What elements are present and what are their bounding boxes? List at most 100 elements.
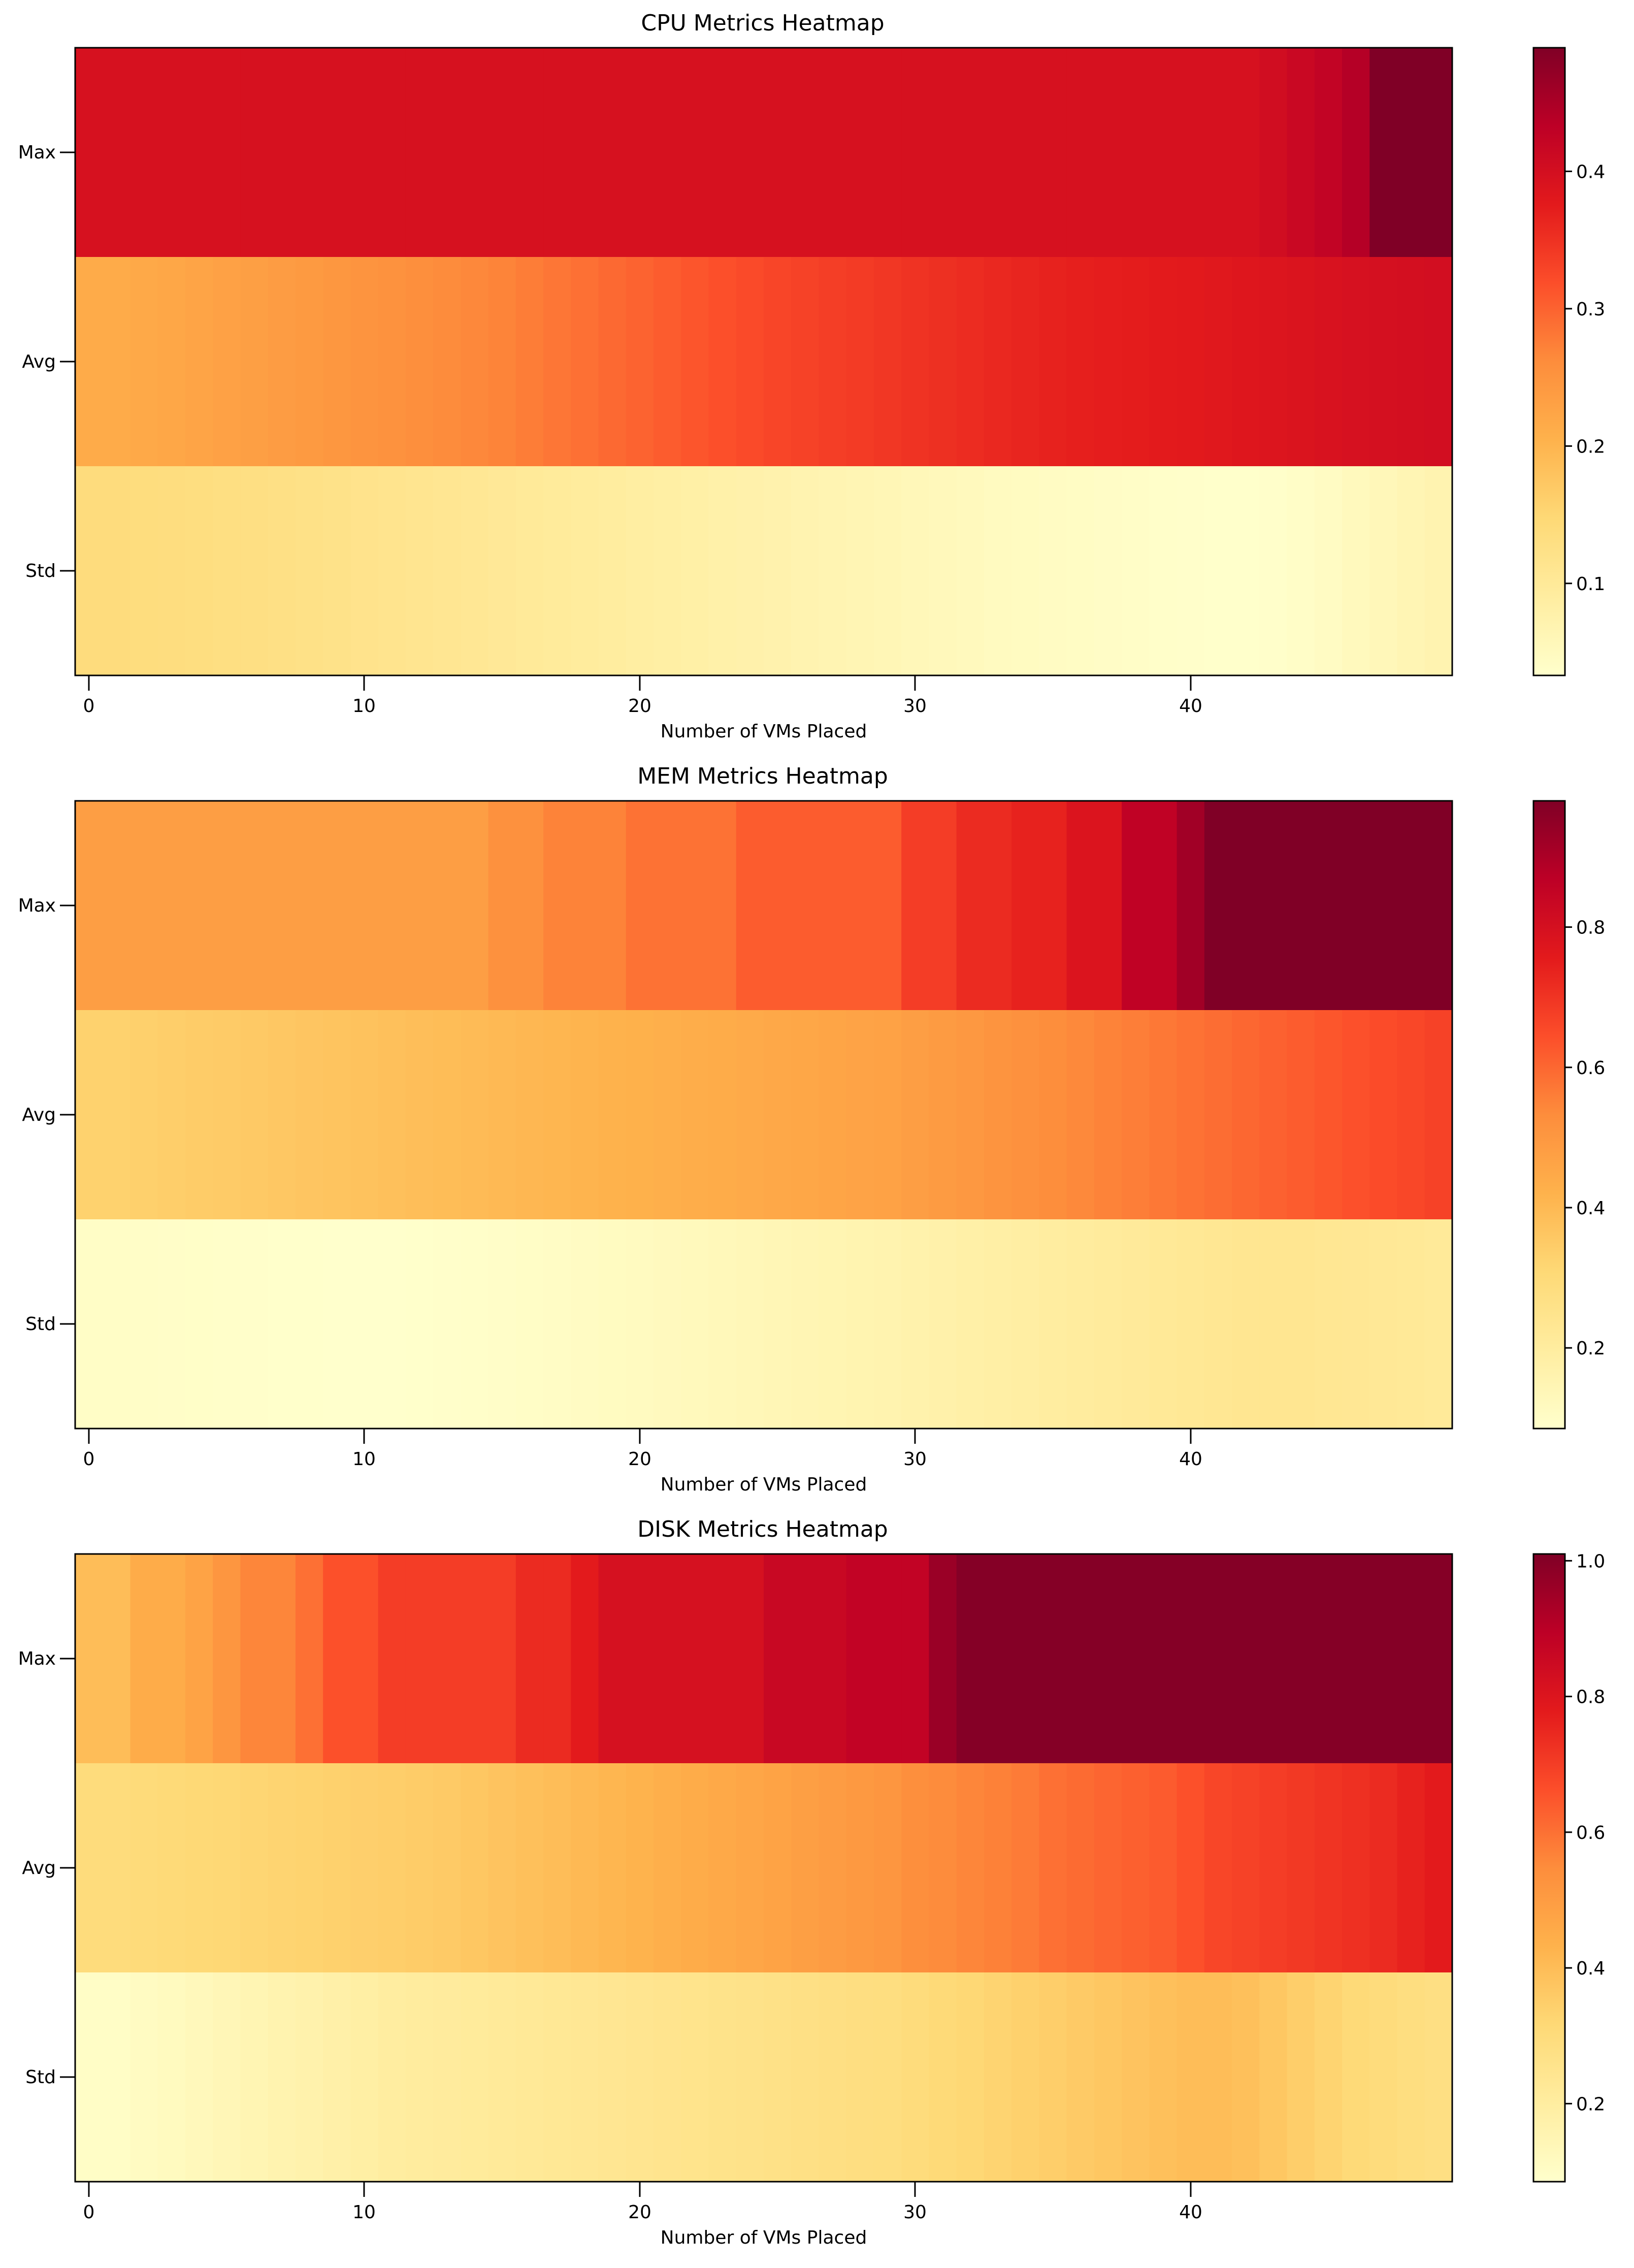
heatmap-cell-std-16	[515, 1972, 544, 2182]
heatmap-cell-max-0	[75, 801, 104, 1011]
heatmap-cell-max-49	[1424, 48, 1453, 257]
heatmap-cell-max-20	[626, 1554, 654, 1764]
heatmap-cell-max-18	[571, 1554, 599, 1764]
colorbar	[1532, 1553, 1566, 2183]
heatmap-cell-avg-41	[1204, 1010, 1232, 1220]
heatmap-cell-std-1	[103, 1219, 131, 1429]
heatmap-cell-avg-20	[626, 1763, 654, 1973]
heatmap-cell-std-24	[736, 1219, 764, 1429]
heatmap-cell-avg-48	[1397, 1763, 1425, 1973]
heatmap-cell-max-8	[295, 801, 323, 1011]
heatmap-cell-avg-21	[653, 257, 682, 467]
heatmap-cell-max-21	[653, 1554, 682, 1764]
heatmap-cell-std-43	[1259, 1972, 1288, 2182]
heatmap-cell-avg-22	[681, 1010, 709, 1220]
heatmap-cell-max-2	[130, 1554, 158, 1764]
heatmap-cell-max-32	[956, 48, 985, 257]
heatmap-cell-std-40	[1177, 1219, 1205, 1429]
heatmap-cell-avg-5	[213, 1010, 241, 1220]
heatmap-cell-std-32	[956, 1972, 985, 2182]
heatmap-cell-avg-47	[1369, 1010, 1398, 1220]
heatmap-cell-avg-1	[103, 257, 131, 467]
heatmap-cell-std-37	[1094, 1972, 1122, 2182]
heatmap-cell-std-35	[1039, 466, 1067, 676]
heatmap-cell-avg-30	[901, 1010, 930, 1220]
heatmap-cell-avg-30	[901, 1763, 930, 1973]
heatmap-cell-max-39	[1149, 1554, 1178, 1764]
heatmap-cell-avg-21	[653, 1010, 682, 1220]
heatmap-cell-std-27	[819, 1219, 847, 1429]
heatmap-cell-avg-41	[1204, 1763, 1232, 1973]
heatmap-cell-std-24	[736, 1972, 764, 2182]
heatmap-cell-avg-6	[240, 1010, 269, 1220]
heatmap-cell-max-46	[1342, 1554, 1370, 1764]
heatmap-cell-avg-16	[515, 1763, 544, 1973]
heatmap-cell-std-41	[1204, 1972, 1232, 2182]
heatmap-cell-avg-34	[1011, 1763, 1040, 1973]
row-label-max: Max	[18, 895, 56, 916]
heatmap-cell-std-21	[653, 466, 682, 676]
heatmap-cell-std-37	[1094, 466, 1122, 676]
heatmap-cell-avg-12	[405, 257, 434, 467]
heatmap-cell-std-6	[240, 466, 269, 676]
heatmap-cell-std-14	[461, 1219, 489, 1429]
heatmap-cell-std-24	[736, 466, 764, 676]
colorbar-tick-label: 1.0	[1576, 1551, 1605, 1572]
heatmap-cell-max-47	[1369, 1554, 1398, 1764]
heatmap-cell-avg-10	[350, 257, 379, 467]
svg-text:40: 40	[1179, 2202, 1202, 2223]
x-tick: 10	[352, 675, 376, 717]
heatmap-cell-std-2	[130, 1219, 158, 1429]
heatmap-cell-max-33	[984, 801, 1012, 1011]
heatmap-cell-avg-22	[681, 1763, 709, 1973]
colorbar-tick-label: 0.2	[1576, 436, 1605, 457]
heatmap-cell-max-19	[598, 48, 627, 257]
heatmap-cell-std-23	[708, 466, 737, 676]
heatmap-cell-avg-47	[1369, 1763, 1398, 1973]
heatmap-cell-avg-31	[929, 1763, 957, 1973]
heatmap-cell-avg-6	[240, 1763, 269, 1973]
heatmap-cell-max-11	[378, 1554, 406, 1764]
heatmap-cell-std-22	[681, 466, 709, 676]
heatmap-cell-max-10	[350, 801, 379, 1011]
heatmap-cell-max-22	[681, 1554, 709, 1764]
heatmap-cell-avg-29	[873, 1763, 902, 1973]
heatmap-cell-avg-23	[708, 257, 737, 467]
x-axis-label: Number of VMs Placed	[661, 2227, 867, 2248]
heatmap-cell-avg-2	[130, 257, 158, 467]
heatmap-cell-max-3	[157, 48, 186, 257]
heatmap-cell-avg-36	[1066, 257, 1095, 467]
heatmap-cell-std-11	[378, 1972, 406, 2182]
heatmap-cell-std-39	[1149, 466, 1178, 676]
heatmap-cell-avg-16	[515, 1010, 544, 1220]
heatmap-cell-avg-12	[405, 1763, 434, 1973]
heatmap-cell-std-7	[268, 1972, 296, 2182]
heatmap-cell-max-2	[130, 48, 158, 257]
colorbar-tick-label: 0.1	[1576, 574, 1605, 595]
heatmap-cell-avg-18	[571, 257, 599, 467]
heatmap-cell-max-19	[598, 1554, 627, 1764]
heatmap-cell-std-14	[461, 466, 489, 676]
heatmap-cell-avg-44	[1287, 1763, 1315, 1973]
colorbar	[1532, 47, 1566, 676]
heatmap-cell-max-36	[1066, 48, 1095, 257]
heatmap-cell-std-15	[488, 1972, 516, 2182]
heatmap-cell-avg-9	[323, 257, 351, 467]
colorbar-tick-label: 0.3	[1576, 299, 1605, 320]
heatmap-cell-std-0	[75, 466, 104, 676]
colorbar-tick-label: 0.4	[1576, 1958, 1605, 1979]
heatmap-cell-std-28	[846, 1972, 874, 2182]
heatmap-cell-std-12	[405, 1219, 434, 1429]
heatmap-cell-std-0	[75, 1972, 104, 2182]
heatmap-cell-avg-0	[75, 1763, 104, 1973]
heatmap-cell-std-23	[708, 1972, 737, 2182]
heatmap-cell-std-29	[873, 1972, 902, 2182]
heatmap-cell-avg-0	[75, 1010, 104, 1220]
heatmap-cell-avg-47	[1369, 257, 1398, 467]
heatmap-cell-std-47	[1369, 466, 1398, 676]
heatmap-cell-max-38	[1122, 48, 1150, 257]
heatmap-cell-max-14	[461, 801, 489, 1011]
heatmap-cell-std-33	[984, 1219, 1012, 1429]
panel-title: DISK Metrics Heatmap	[637, 1516, 888, 1542]
heatmap-cell-max-1	[103, 1554, 131, 1764]
